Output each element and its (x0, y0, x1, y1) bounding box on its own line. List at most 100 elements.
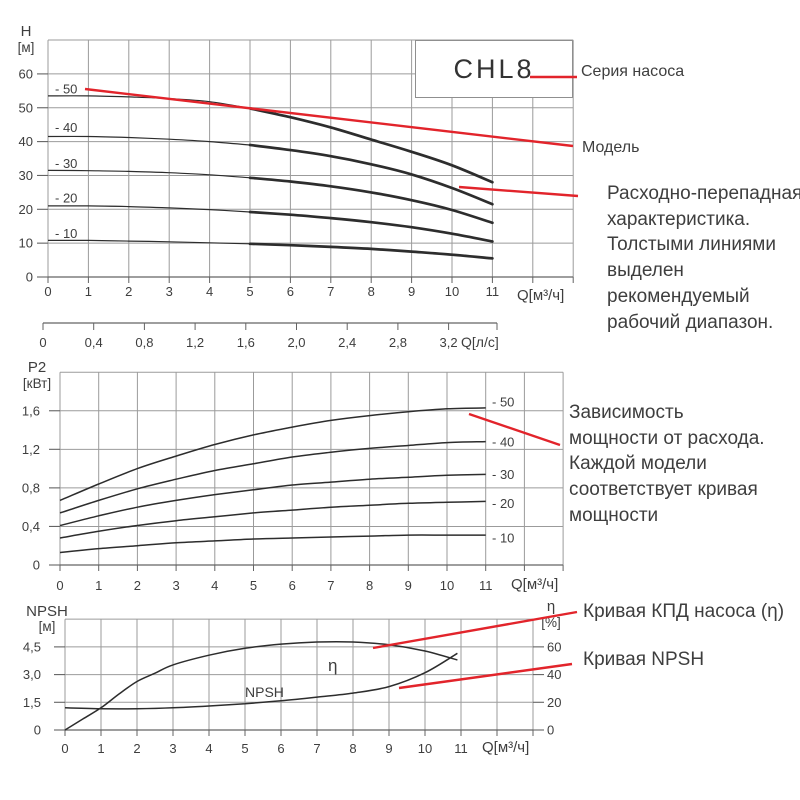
head-curves-ytick: 20 (19, 202, 33, 217)
head-curves-series-3-thick (248, 210, 494, 243)
flow-lps-tick: 1,6 (237, 335, 255, 350)
head-curves-xtick: 3 (166, 284, 173, 299)
npsh-eta-curves-inner-label: η (328, 656, 337, 675)
power-curves-series-3 (59, 500, 486, 539)
head-curves-series-1-thick (248, 143, 494, 206)
eta-axis-symbol: η (546, 598, 556, 615)
power-curves-series-label: - 40 (492, 435, 514, 450)
power-curves-ytick: 0,8 (22, 480, 40, 495)
head-curves-series-label: - 10 (55, 226, 77, 241)
power-curves-series-0 (59, 407, 486, 502)
power-curves-ytick: 1,6 (22, 403, 40, 418)
eta-axis-unit: [%] (541, 615, 561, 630)
callout-model: Модель (582, 139, 640, 156)
power-curves-ytick: 0 (33, 558, 40, 573)
npsh-y-axis-unit: [м] (38, 618, 56, 634)
head-y-axis-unit: [м] (17, 39, 35, 55)
head-curves-x-unit-label: Q[м³/ч] (517, 287, 564, 304)
eta-axis-tick: 40 (547, 667, 561, 682)
power-curves-xtick: 10 (440, 578, 454, 593)
npsh-eta-curves-ytick: 3,0 (23, 667, 41, 682)
head-y-axis-title: H [м] (6, 24, 46, 55)
flow-lps-tick: 3,2 (440, 335, 458, 350)
npsh-eta-curves-inner-label: NPSH (245, 684, 284, 700)
npsh-eta-curves-xtick: 0 (61, 741, 68, 756)
head-curves-xtick: 4 (206, 284, 213, 299)
head-curves-xtick: 5 (246, 284, 253, 299)
npsh-eta-curves-xtick: 2 (133, 741, 140, 756)
power-curves-xtick: 6 (289, 578, 296, 593)
head-curves-series-label: - 50 (55, 82, 77, 97)
head-y-axis-symbol: H (20, 23, 32, 40)
power-curves-xtick: 9 (405, 578, 412, 593)
head-curves-xtick: 7 (327, 284, 334, 299)
head-curves-ytick: 10 (19, 236, 33, 251)
flow-lps-tick: 2,8 (389, 335, 407, 350)
npsh-eta-curves-grid (64, 618, 534, 731)
npsh-y-axis-title: NPSH [м] (23, 604, 71, 634)
power-y-axis-title: P2 [кВт] (14, 360, 60, 391)
flow-lps-unit-label: Q[л/с] (461, 334, 499, 350)
power-curves-xtick: 7 (327, 578, 334, 593)
head-curves-series-1-thin (47, 135, 251, 146)
flow-lps-tick: 1,2 (186, 335, 204, 350)
npsh-eta-curves-xtick: 8 (349, 741, 356, 756)
npsh-eta-curves-ytick: 4,5 (23, 639, 41, 654)
callout-eta-note: Кривая КПД насоса (η) (583, 601, 785, 622)
power-curves-xtick: 5 (250, 578, 257, 593)
flow-lps-axis: 0 0,4 0,8 1,2 1,6 2,0 2,4 2,8 3,2 Q[л/с] (39, 322, 499, 350)
flow-lps-tick: 2,4 (338, 335, 356, 350)
flow-lps-tick: 2,0 (287, 335, 305, 350)
npsh-eta-curves-xtick: 1 (97, 741, 104, 756)
npsh-eta-curves-xtick: 5 (241, 741, 248, 756)
callout-npsh-note: Кривая NPSH (583, 649, 705, 670)
power-curves-xtick: 3 (172, 578, 179, 593)
eta-axis-tick: 60 (547, 639, 561, 654)
head-curves-series-label: - 40 (55, 120, 77, 135)
power-curves-xtick: 11 (479, 578, 493, 593)
eta-axis-tick: 20 (547, 695, 561, 710)
power-curves-xtick: 8 (366, 578, 373, 593)
power-curves-series-label: - 10 (492, 531, 514, 546)
pump-series-label: CHL8 (453, 53, 535, 84)
power-y-axis-symbol: P2 (27, 359, 47, 376)
power-curves-series-1 (59, 440, 486, 514)
power-curves-series-2 (59, 473, 486, 527)
callout-pump-series: Серия насоса (581, 63, 685, 80)
head-curves-series-4-thin (47, 239, 251, 245)
power-y-axis-unit: [кВт] (22, 375, 52, 391)
npsh-eta-curves-xtick: 7 (313, 741, 320, 756)
head-curves-series-3-thin (47, 205, 251, 213)
head-curves-xtick: 10 (445, 284, 459, 299)
callout-power-note: Зависимость мощности от расхода. Каждой … (569, 402, 765, 526)
head-curves-series-2-thin (47, 169, 251, 179)
head-curves-ytick: 40 (19, 134, 33, 149)
npsh-eta-curves-ytick: 1,5 (23, 695, 41, 710)
power-curves-xtick: 0 (56, 578, 63, 593)
power-curves-series-4 (59, 534, 486, 554)
eta-axis-title: η [%] (533, 599, 569, 631)
npsh-eta-curves-xtick: 3 (169, 741, 176, 756)
head-curves-xtick: 11 (486, 284, 500, 299)
head-curves-ytick: 30 (19, 168, 33, 183)
head-curves-xtick: 1 (85, 284, 92, 299)
power-curves-x-unit-label: Q[м³/ч] (511, 576, 558, 593)
power-curves-xtick: 2 (134, 578, 141, 593)
pump-series-box: CHL8 (415, 40, 573, 98)
npsh-eta-curves-xtick: 10 (418, 741, 432, 756)
head-curves-series-0-thin (47, 95, 251, 109)
head-curves-ytick: 60 (19, 66, 33, 81)
head-curves-xtick: 6 (287, 284, 294, 299)
npsh-eta-curves-xtick: 6 (277, 741, 284, 756)
head-curves-series-4-thick (248, 242, 494, 260)
npsh-eta-curves-x-unit-label: Q[м³/ч] (482, 739, 529, 756)
npsh-eta-curves-group: 0 1,5 3,0 4,5 0 1 2 3 4 5 6 7 8 9 10 11 Q[м³/ч] 0 20 40 60 η N… (23, 618, 561, 756)
power-curves-group: 0 0,4 0,8 1,2 1,6 0 1 2 3 4 5 6 7 8 9 10 11 Q[м³/ч] - 50 - … (22, 371, 564, 593)
power-curves-ytick: 1,2 (22, 442, 40, 457)
power-curves-series-label: - 20 (492, 496, 514, 511)
power-curves-series-label: - 50 (492, 395, 514, 410)
head-curves-xtick: 0 (44, 284, 51, 299)
head-curves-ytick: 50 (19, 100, 33, 115)
head-curves-ytick: 0 (26, 270, 33, 285)
